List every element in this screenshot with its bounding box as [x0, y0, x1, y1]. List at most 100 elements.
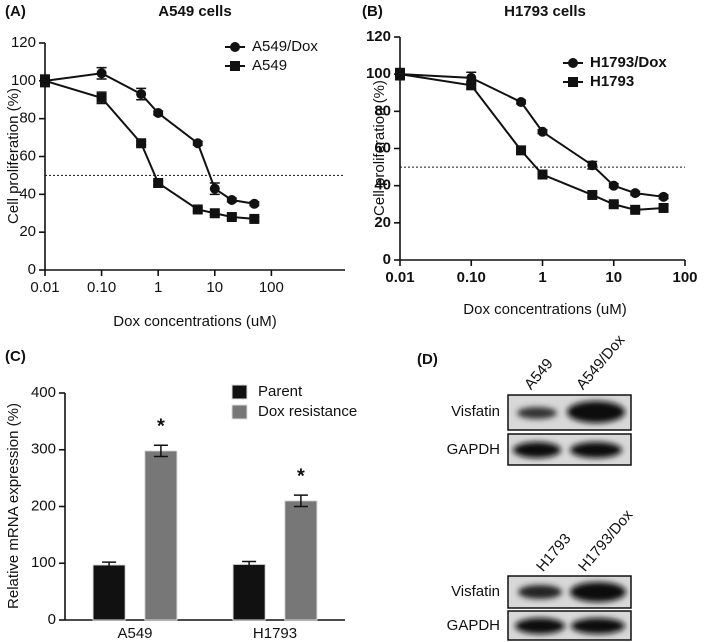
legend-marker — [230, 61, 240, 71]
lane-label: A549 — [521, 355, 557, 393]
x-tick-label: 10 — [605, 269, 622, 286]
x-axis-label: Dox concentrations (uM) — [463, 301, 626, 318]
y-tick-label: 100 — [11, 72, 36, 89]
panel-label: (D) — [417, 351, 438, 368]
y-tick-label: 120 — [366, 28, 391, 45]
bar — [144, 450, 178, 621]
marker — [630, 204, 641, 215]
marker — [40, 75, 50, 86]
legend-swatch — [231, 404, 248, 420]
bar — [284, 500, 318, 621]
marker — [537, 126, 548, 137]
x-tick-label: 1 — [538, 269, 546, 286]
y-tick-label: 80 — [374, 102, 391, 119]
legend-marker — [568, 77, 578, 87]
x-tick-label: H1793 — [253, 625, 297, 642]
marker — [136, 89, 147, 100]
y-tick-label: 60 — [19, 147, 36, 164]
marker — [226, 212, 237, 223]
row-label: GAPDH — [447, 617, 500, 634]
y-tick-label: 0 — [28, 261, 36, 278]
x-tick-label: 10 — [206, 279, 223, 296]
line — [44, 72, 255, 205]
x-tick-label: 0.10 — [457, 269, 486, 286]
error-bar — [153, 444, 168, 458]
marker — [537, 169, 548, 180]
band — [513, 442, 561, 458]
row-label: Visfatin — [451, 403, 500, 420]
marker — [587, 189, 598, 200]
y-tick-label: 20 — [19, 223, 36, 240]
legend-marker — [230, 42, 240, 52]
line — [399, 73, 664, 198]
legend-marker — [568, 58, 578, 68]
y-tick-label: 0 — [383, 251, 391, 268]
band — [515, 618, 565, 634]
significance-mark: * — [297, 465, 305, 487]
marker — [249, 198, 260, 209]
legend-label: A549 — [252, 57, 287, 74]
marker — [466, 80, 477, 91]
y-tick-label: 60 — [374, 139, 391, 156]
legend-swatch — [231, 384, 248, 400]
y-tick-label: 100 — [366, 65, 391, 82]
y-tick-label: 40 — [19, 185, 36, 202]
row-label: Visfatin — [451, 583, 500, 600]
x-axis-label: Dox concentrations (uM) — [113, 313, 276, 330]
y-tick-label: 20 — [374, 214, 391, 231]
x-tick-label: 0.10 — [87, 279, 116, 296]
marker — [658, 202, 669, 213]
x-tick-label: 0.01 — [30, 279, 59, 296]
chart-title: H1793 cells — [504, 3, 586, 20]
marker — [249, 213, 260, 224]
x-tick-label: 100 — [672, 269, 697, 286]
lane-label: H1793/Dox — [575, 506, 637, 575]
legend-label: Parent — [258, 383, 303, 400]
panel-label: (C) — [5, 348, 26, 365]
band — [570, 442, 622, 458]
marker — [209, 183, 220, 194]
lane-label: H1793 — [533, 530, 574, 575]
y-tick-label: 40 — [374, 177, 391, 194]
legend-label: H1793/Dox — [590, 54, 667, 71]
blot-panel: (D) A549 A549/Dox Visfatin GAPDH H1793 H… — [417, 331, 637, 641]
marker — [96, 68, 107, 79]
band — [571, 618, 625, 634]
panel-label: (B) — [362, 3, 383, 20]
marker — [136, 138, 147, 149]
y-tick-label: 200 — [31, 497, 56, 514]
x-tick-label: A549 — [117, 625, 152, 642]
marker — [658, 191, 669, 202]
y-tick-label: 120 — [11, 34, 36, 51]
marker — [192, 138, 203, 149]
error-bar — [102, 561, 117, 569]
error-bar — [293, 494, 308, 508]
lane-label: A549/Dox — [573, 331, 629, 393]
marker — [153, 107, 164, 118]
y-tick-label: 80 — [19, 110, 36, 127]
marker — [96, 92, 107, 103]
y-tick-label: 300 — [31, 441, 56, 458]
significance-mark: * — [157, 415, 165, 437]
x-tick-label: 0.01 — [385, 269, 414, 286]
marker — [608, 199, 619, 210]
marker — [608, 180, 619, 191]
y-tick-label: 0 — [48, 611, 56, 628]
marker — [630, 188, 641, 199]
y-axis-label: Cell proliferation (%) — [371, 80, 388, 216]
x-tick-label: 100 — [259, 279, 284, 296]
line — [44, 79, 255, 220]
marker — [587, 160, 598, 171]
legend-label: A549/Dox — [252, 38, 318, 55]
chart-title: A549 cells — [158, 3, 231, 20]
row-label: GAPDH — [447, 441, 500, 458]
marker — [516, 97, 527, 108]
x-tick-label: 1 — [154, 279, 162, 296]
marker — [209, 208, 220, 219]
legend-label: Dox resistance — [258, 403, 357, 420]
marker — [395, 69, 405, 80]
y-tick-label: 100 — [31, 554, 56, 571]
y-axis-label: Cell proliferation (%) — [5, 88, 22, 224]
legend-label: H1793 — [590, 73, 634, 90]
